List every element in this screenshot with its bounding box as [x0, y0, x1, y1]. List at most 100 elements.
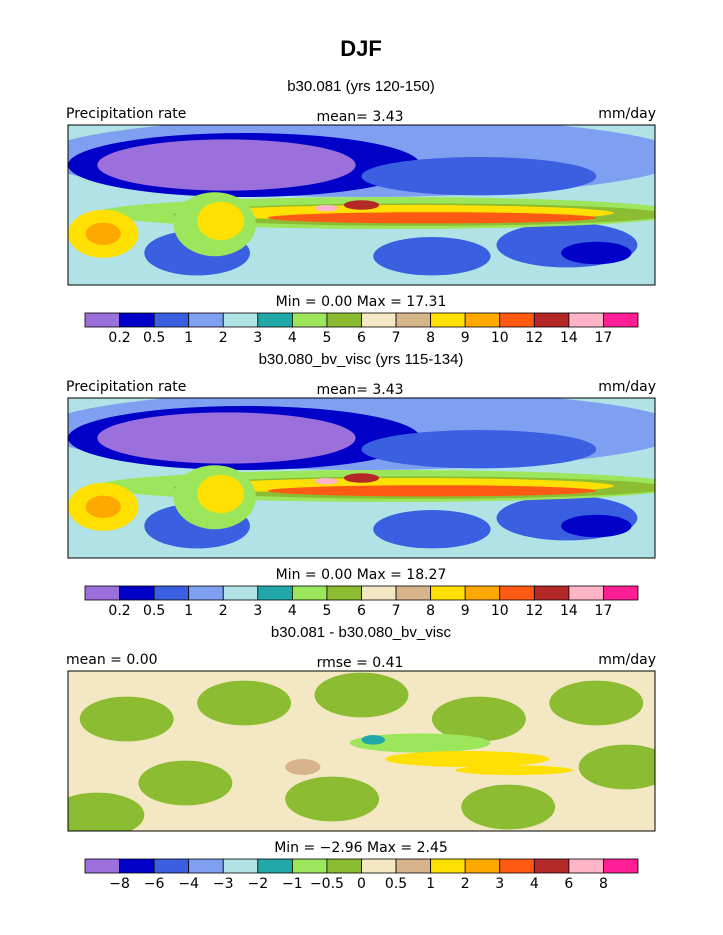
colorbar-label: 12: [525, 330, 543, 346]
field-region: [384, 751, 550, 767]
colorbar-swatch: [257, 858, 293, 874]
colorbar-label: 2: [219, 603, 228, 619]
colorbar-label: 17: [595, 330, 613, 346]
center-label: mean= 3.43: [316, 382, 403, 398]
colorbar-swatch: [464, 585, 501, 601]
field-region: [549, 680, 644, 726]
colorbar-label: 8: [426, 603, 435, 619]
colorbar-swatch: [222, 585, 259, 601]
colorbar-label: 12: [525, 603, 543, 619]
field-region: [431, 696, 526, 742]
field-region: [349, 733, 491, 753]
colorbar-swatch: [222, 858, 259, 874]
colorbar-swatch: [464, 312, 501, 328]
colorbar-swatch: [84, 858, 120, 874]
field-region: [97, 139, 356, 191]
center-label: mean= 3.43: [316, 109, 403, 125]
field-region: [343, 473, 380, 483]
colorbar-swatch: [257, 585, 293, 601]
colorbar-swatch: [499, 858, 535, 874]
colorbar-label: 0.5: [143, 603, 165, 619]
colorbar-swatch: [326, 585, 362, 601]
colorbar-swatch: [361, 858, 397, 874]
field-region: [361, 430, 597, 469]
colorbar-label: 0.2: [108, 603, 130, 619]
colorbar-label: 0.5: [385, 876, 407, 892]
colorbar-swatch: [568, 312, 604, 328]
field-region: [461, 784, 556, 830]
left-label: Precipitation rate: [66, 106, 186, 122]
field-region: [97, 412, 356, 464]
colorbar-swatch: [533, 585, 570, 601]
field-region: [267, 485, 597, 497]
colorbar-swatch: [291, 585, 328, 601]
field-region: [267, 212, 597, 224]
colorbar-swatch: [568, 585, 604, 601]
colorbar-label: −2: [247, 876, 268, 892]
colorbar-swatch: [361, 585, 397, 601]
colorbar-label: 0.5: [143, 330, 165, 346]
center-label: rmse = 0.41: [317, 655, 404, 671]
colorbar-label: 7: [392, 330, 401, 346]
field-region: [197, 474, 245, 514]
colorbar-swatch: [188, 585, 224, 601]
field-region: [197, 680, 292, 726]
colorbar-label: 4: [530, 876, 539, 892]
field-region: [285, 776, 380, 822]
field-region: [85, 222, 121, 245]
colorbar-swatch: [430, 585, 466, 601]
colorbar-swatch: [395, 312, 432, 328]
colorbar-label: 8: [426, 330, 435, 346]
field-region: [578, 744, 655, 790]
right-label: mm/day: [598, 379, 656, 395]
field-region: [314, 478, 339, 485]
figure-title: DJF: [340, 36, 382, 61]
map-frame: [67, 670, 656, 832]
field-region: [561, 514, 632, 538]
colorbar-swatch: [84, 312, 120, 328]
map: [67, 670, 656, 832]
colorbar-swatch: [153, 858, 190, 874]
colorbar-label: 3: [495, 876, 504, 892]
colorbar-swatch: [291, 312, 328, 328]
map: [67, 124, 656, 286]
colorbar-label: 10: [491, 603, 509, 619]
left-label: mean = 0.00: [66, 652, 158, 668]
colorbar-swatch: [361, 312, 397, 328]
field-region: [561, 241, 632, 265]
map-frame: [67, 124, 656, 286]
field-region: [79, 696, 174, 742]
colorbar-swatch: [464, 858, 501, 874]
range-label: Min = 0.00 Max = 18.27: [276, 567, 447, 583]
field-region: [314, 205, 339, 212]
colorbar-swatch: [603, 312, 639, 328]
left-label: Precipitation rate: [66, 379, 186, 395]
colorbar-swatch: [257, 312, 293, 328]
range-label: Min = 0.00 Max = 17.31: [276, 294, 447, 310]
map: [67, 397, 656, 559]
colorbar-swatch: [499, 585, 535, 601]
map-field: [68, 398, 655, 558]
colorbar-swatch: [119, 585, 155, 601]
panel-subtitle: b30.081 - b30.080_bv_visc: [271, 624, 452, 641]
map-field: [68, 125, 655, 285]
colorbar-swatch: [603, 585, 639, 601]
map-frame: [67, 397, 656, 559]
field-region: [197, 201, 245, 241]
colorbar-label: 1: [184, 330, 193, 346]
panel-subtitle: b30.080_bv_visc (yrs 115-134): [259, 351, 464, 368]
colorbar-label: 1: [426, 876, 435, 892]
colorbar-label: 1: [184, 603, 193, 619]
colorbar-label: 4: [288, 603, 297, 619]
colorbar-label: 0.2: [108, 330, 130, 346]
field-region: [373, 510, 491, 549]
colorbar-label: 14: [560, 603, 578, 619]
colorbar-swatch: [430, 858, 466, 874]
field-region: [68, 792, 145, 831]
range-label: Min = −2.96 Max = 2.45: [274, 840, 448, 856]
colorbar-label: −0.5: [310, 876, 344, 892]
colorbar-label: 5: [322, 330, 331, 346]
colorbar-swatch: [188, 858, 224, 874]
colorbar-swatch: [533, 858, 570, 874]
